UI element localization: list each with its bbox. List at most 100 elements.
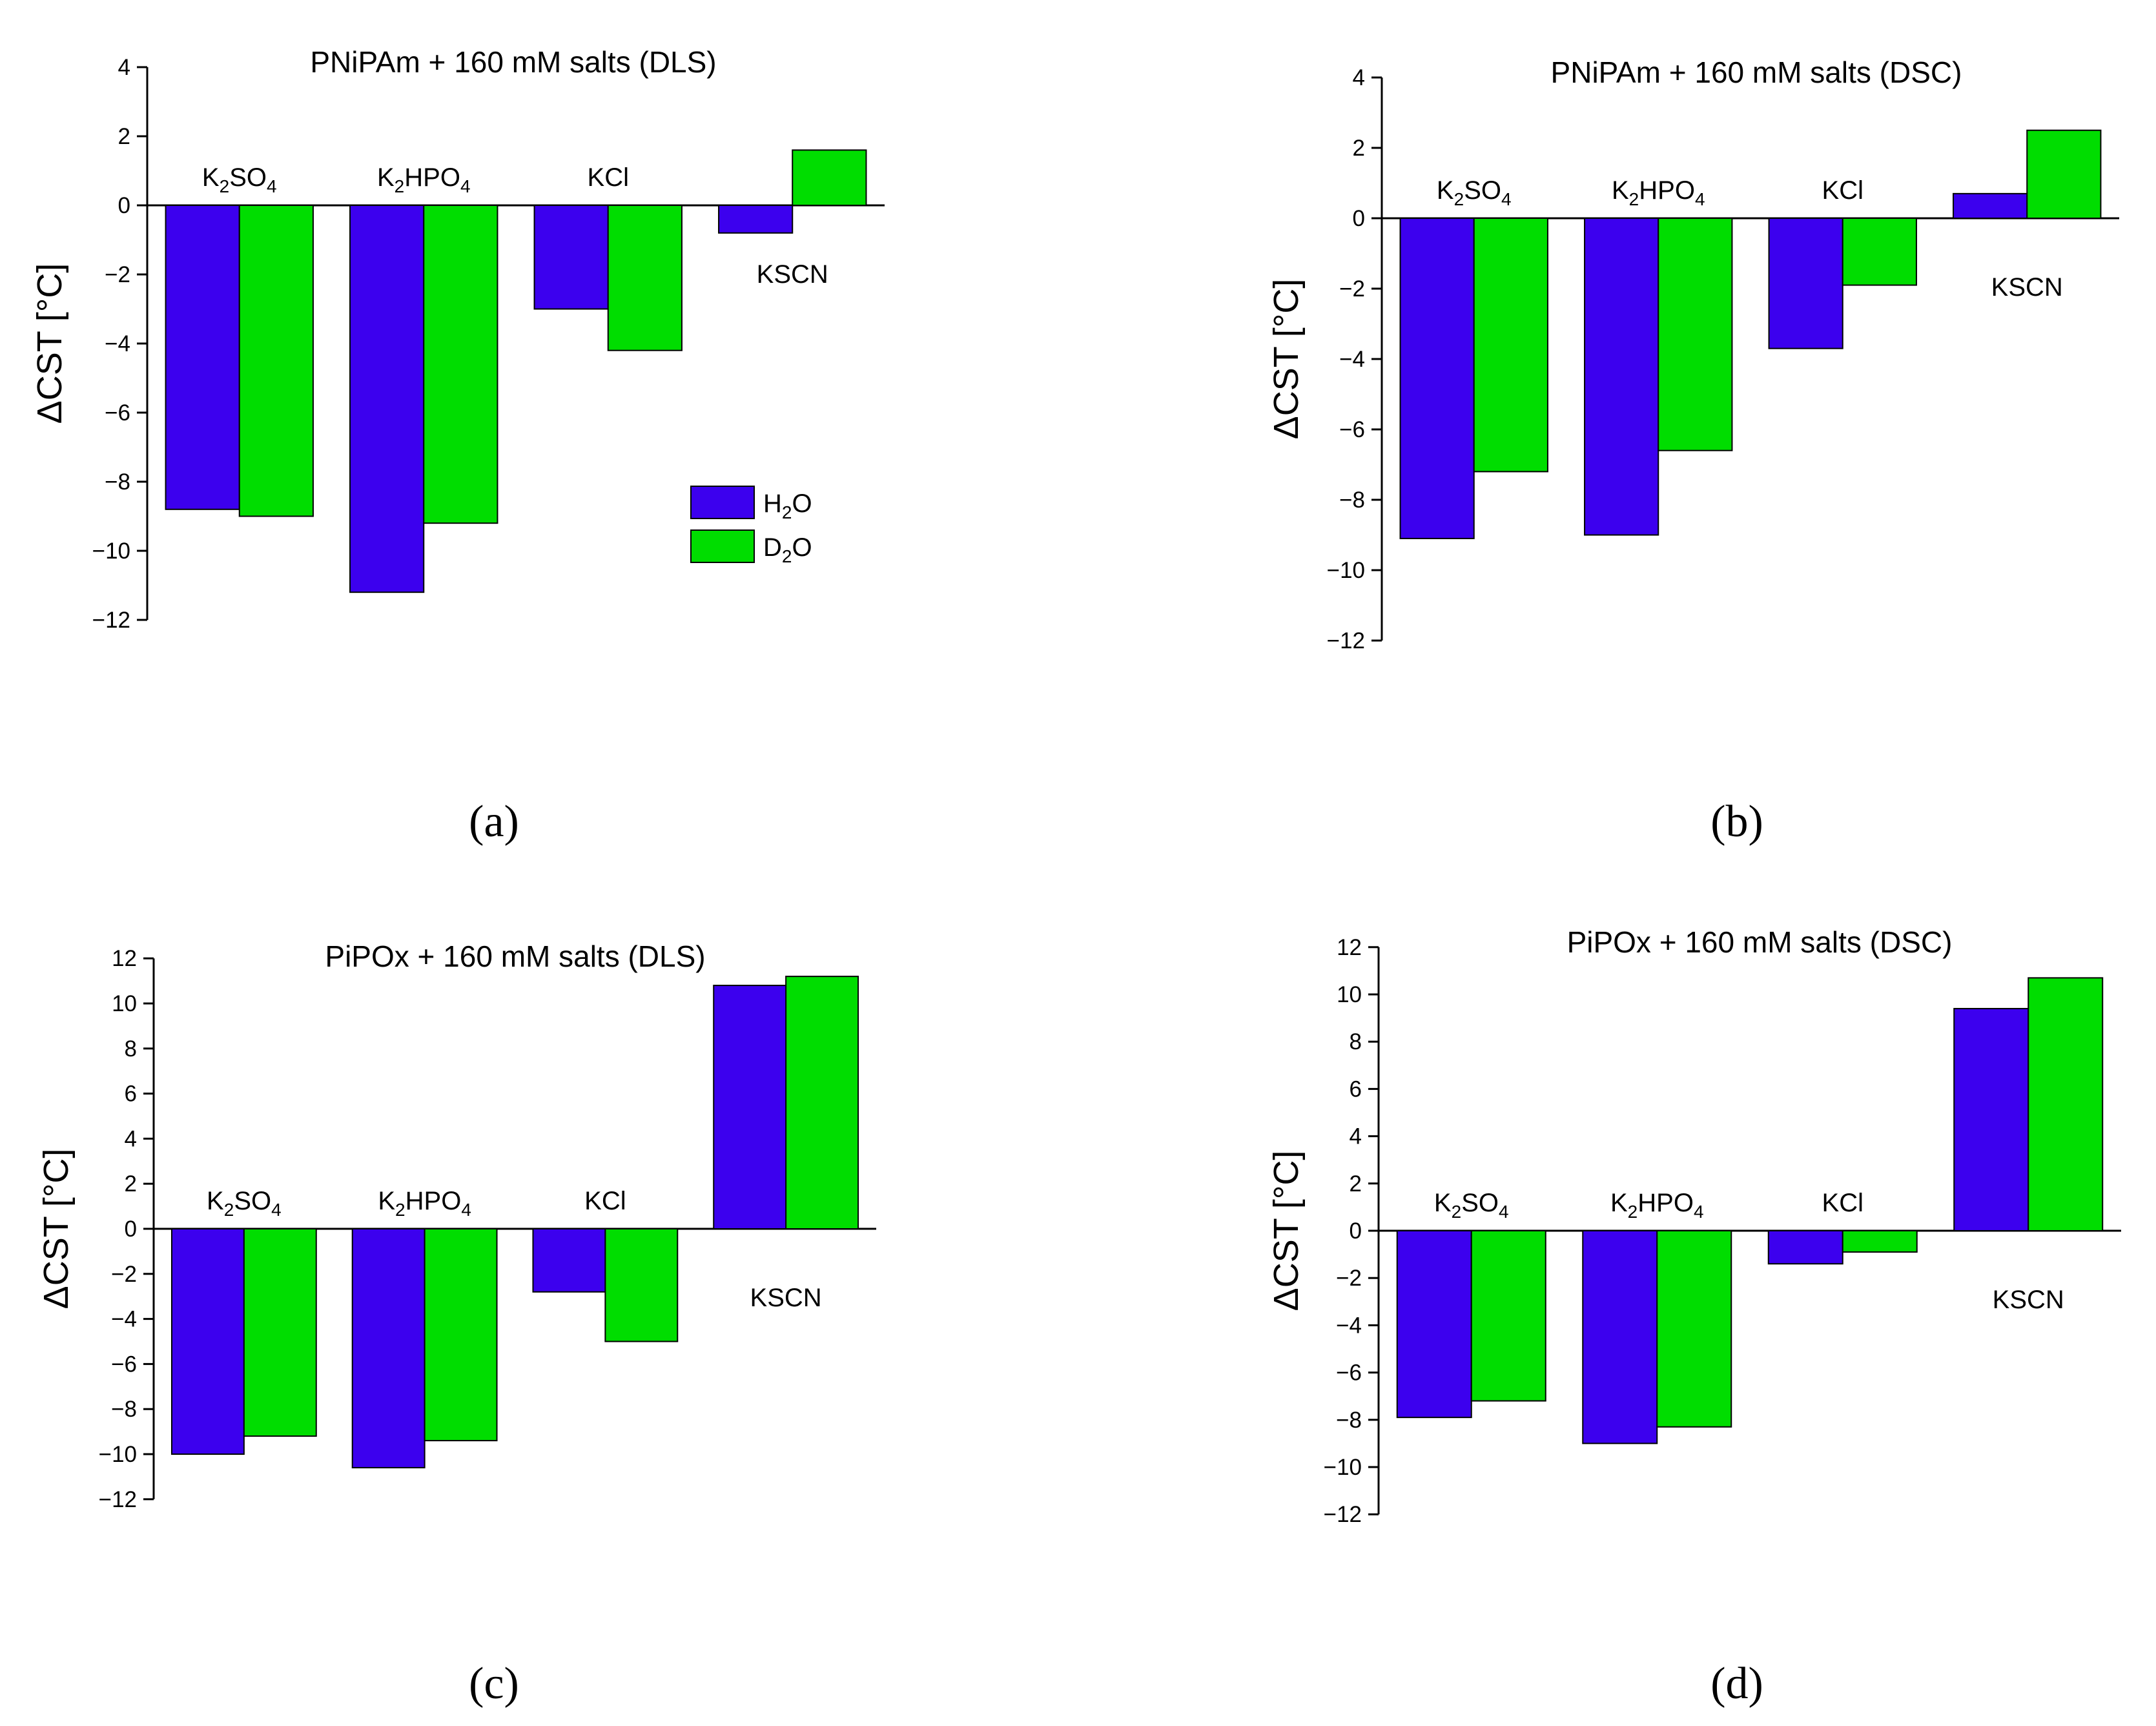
y-tick-label: −8 bbox=[1339, 488, 1365, 513]
legend-swatch-h2o bbox=[690, 486, 755, 519]
y-tick-label: −2 bbox=[105, 262, 130, 287]
y-tick-label: 10 bbox=[112, 991, 137, 1016]
y-tick-label: 0 bbox=[118, 193, 130, 218]
bar-h2o bbox=[1399, 218, 1475, 539]
y-tick-label: 12 bbox=[112, 946, 137, 971]
y-tick-label: 2 bbox=[118, 124, 130, 149]
bar-h2o bbox=[170, 1228, 245, 1455]
category-label: K2HPO4 bbox=[378, 1187, 471, 1220]
category-label: KCl bbox=[1822, 1189, 1863, 1217]
bar-d2o bbox=[607, 205, 683, 351]
bar-d2o bbox=[1656, 1230, 1732, 1428]
y-tick-label: −8 bbox=[1336, 1408, 1362, 1433]
y-tick-label: −10 bbox=[99, 1442, 137, 1467]
y-tick-label: −6 bbox=[1336, 1361, 1362, 1386]
y-tick-label: 0 bbox=[1350, 1218, 1362, 1244]
panel-letter: (d) bbox=[1710, 1659, 1763, 1709]
bar-d2o bbox=[1473, 218, 1548, 473]
bar-h2o bbox=[718, 205, 794, 234]
y-tick-label: 2 bbox=[1353, 136, 1365, 161]
bar-d2o bbox=[243, 1228, 317, 1437]
y-tick-label: −12 bbox=[1327, 628, 1365, 653]
bar-h2o bbox=[713, 985, 787, 1229]
y-tick-label: −6 bbox=[111, 1351, 137, 1377]
y-tick-label: −4 bbox=[1339, 347, 1365, 372]
bar-h2o bbox=[1582, 1230, 1658, 1444]
y-tick-label: −4 bbox=[105, 331, 130, 356]
y-tick-label: 0 bbox=[1353, 206, 1365, 231]
bar-h2o bbox=[532, 1228, 606, 1293]
chart-panel: 4 2 0 −2 −4 −6 −8 −10 −12 K2SO4 K2HPO4 KCl KSCN PNiPA… bbox=[1267, 56, 2119, 847]
y-tick-label: 2 bbox=[1350, 1171, 1362, 1197]
bar-h2o bbox=[165, 205, 240, 510]
panel-letter: (b) bbox=[1710, 797, 1763, 847]
bar-h2o bbox=[1584, 218, 1659, 536]
y-tick-label: 4 bbox=[125, 1126, 137, 1151]
chart-panel: 12 10 8 6 4 2 0 −2 −4 −6 −8 −10 −12 K2SO4 K2HPO4 KCl KSC… bbox=[37, 940, 876, 1709]
bar-d2o bbox=[1470, 1230, 1546, 1402]
category-label: KCl bbox=[1822, 176, 1863, 205]
category-label: K2HPO4 bbox=[377, 163, 471, 196]
panel-letter: (c) bbox=[469, 1659, 519, 1709]
y-axis-label: ΔCST [°C] bbox=[37, 1149, 76, 1310]
y-axis-label: ΔCST [°C] bbox=[1267, 1151, 1306, 1311]
category-label: KCl bbox=[584, 1187, 626, 1215]
y-tick-label: −12 bbox=[99, 1487, 137, 1512]
bar-h2o bbox=[1953, 192, 2028, 220]
y-tick-label: −6 bbox=[1339, 417, 1365, 442]
category-label: KSCN bbox=[1991, 273, 2063, 302]
y-tick-label: 12 bbox=[1337, 935, 1362, 960]
category-label: K2SO4 bbox=[1434, 1189, 1509, 1222]
category-label: K2SO4 bbox=[1437, 176, 1512, 209]
category-label: K2HPO4 bbox=[1612, 176, 1705, 209]
y-tick-label: 10 bbox=[1337, 982, 1362, 1007]
bar-d2o bbox=[785, 976, 859, 1229]
y-axis-label: ΔCST [°C] bbox=[1267, 279, 1306, 440]
bar-d2o bbox=[1842, 1230, 1918, 1253]
y-tick-label: −2 bbox=[1339, 276, 1365, 302]
y-tick-label: 0 bbox=[125, 1217, 137, 1242]
legend-swatch-d2o bbox=[690, 529, 755, 563]
y-tick-label: −8 bbox=[111, 1397, 137, 1422]
bar-d2o bbox=[2026, 129, 2102, 219]
y-tick-label: −4 bbox=[1336, 1313, 1362, 1338]
bar-d2o bbox=[604, 1228, 679, 1342]
y-tick-label: 8 bbox=[1350, 1029, 1362, 1054]
legend-label: H2O bbox=[763, 489, 812, 522]
bar-d2o bbox=[423, 205, 498, 524]
bar-d2o bbox=[792, 149, 867, 206]
y-tick-label: −8 bbox=[105, 469, 130, 495]
y-tick-label: 6 bbox=[1350, 1076, 1362, 1102]
y-tick-label: −12 bbox=[1324, 1502, 1362, 1527]
bar-h2o bbox=[1767, 1230, 1843, 1265]
category-label: KSCN bbox=[757, 260, 828, 289]
y-tick-label: 4 bbox=[118, 55, 130, 80]
chart-title: PiPOx + 160 mM salts (DLS) bbox=[325, 940, 705, 973]
panel-letter: (a) bbox=[469, 797, 519, 847]
bar-d2o bbox=[2028, 977, 2104, 1231]
y-tick-label: −2 bbox=[111, 1262, 137, 1287]
bar-h2o bbox=[1396, 1230, 1472, 1419]
bar-h2o bbox=[349, 205, 425, 593]
chart-panel: 12 10 8 6 4 2 0 −2 −4 −6 −8 −10 −12 K2SO4 K2HPO4 KCl KSC… bbox=[1267, 925, 2121, 1709]
y-tick-label: 4 bbox=[1353, 65, 1365, 90]
bar-h2o bbox=[533, 205, 609, 310]
bar-d2o bbox=[424, 1228, 498, 1442]
y-tick-label: 6 bbox=[125, 1082, 137, 1107]
category-label: K2HPO4 bbox=[1610, 1189, 1704, 1222]
y-tick-label: 8 bbox=[125, 1036, 137, 1062]
category-label: KCl bbox=[588, 163, 629, 192]
y-tick-label: −12 bbox=[92, 608, 130, 633]
chart-title: PNiPAm + 160 mM salts (DSC) bbox=[1551, 56, 1962, 89]
y-axis-label: ΔCST [°C] bbox=[30, 263, 69, 424]
y-tick-label: −6 bbox=[105, 400, 130, 426]
bar-h2o bbox=[351, 1228, 426, 1468]
y-tick-label: −10 bbox=[1327, 558, 1365, 583]
category-label: KSCN bbox=[750, 1284, 822, 1312]
y-tick-label: −10 bbox=[1324, 1455, 1362, 1480]
category-label: KSCN bbox=[1993, 1286, 2064, 1314]
bar-d2o bbox=[238, 205, 314, 517]
chart-panel: 4 2 0 −2 −4 −6 −8 −10 −12 K2SO4 K2HPO4 KCl KSCN PNiPA… bbox=[30, 45, 885, 847]
